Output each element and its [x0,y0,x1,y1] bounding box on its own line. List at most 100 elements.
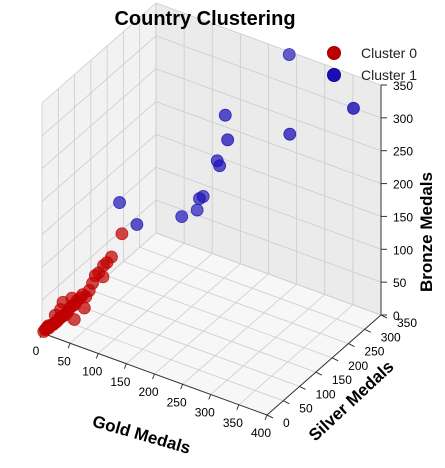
y-tick-mark [315,371,323,376]
grid-line-z-back [155,68,382,152]
data-point-cluster-1 [113,196,126,209]
grid-line-z-side [41,2,157,104]
grid-line-z-back [155,166,382,250]
data-point-cluster-0 [46,318,60,331]
grid-line-y-floor [58,318,284,402]
x-tick-label: 350 [223,416,243,430]
grid-line-z-side [41,101,157,202]
x-tick-label: 0 [33,344,40,358]
tick-labels: 0501001502002503003504000501001502002503… [33,79,418,440]
data-point-cluster-1 [218,108,232,122]
x-tick-mark [180,384,184,390]
x-tick-label: 200 [138,385,158,399]
grid-line-x-floor [97,253,213,354]
x-tick-mark [208,394,212,400]
y-tick-mark [331,357,339,362]
z-tick-label: 100 [393,243,413,257]
legend-marker-cluster-1 [327,68,341,82]
y-tick-label: 300 [381,330,401,344]
x-tick-label: 150 [110,375,130,389]
grid-line-z-back [155,232,382,316]
grid-line-z-side [41,199,157,301]
data-point-cluster-1 [347,101,360,115]
data-points [37,48,360,338]
x-axis-label: Gold Medals [90,412,192,458]
data-point-cluster-1 [193,192,206,205]
x-tick-mark [236,404,240,410]
grid-line-x-floor [69,242,185,344]
grid-line-y-floor [107,275,333,359]
legend: Cluster 0 Cluster 1 [327,45,417,83]
z-tick-label: 0 [393,309,400,323]
y-tick-mark [364,328,371,333]
data-point-cluster-0 [105,250,118,264]
grid-line-z-back [155,35,382,119]
x-tick-label: 300 [195,406,215,420]
data-point-cluster-1 [190,203,204,217]
grid-line-y-floor [123,261,349,344]
x-tick-mark [264,414,268,421]
grid-line-x-floor [182,283,297,385]
z-tick-label: 50 [393,276,407,290]
grid-line-z-side [41,68,157,170]
x-tick-mark [152,373,155,380]
x-tick-mark [67,343,71,349]
y-tick-label: 100 [316,387,336,401]
grid-line-z-side [41,134,157,235]
data-point-cluster-1 [283,127,297,141]
data-point-cluster-1 [221,133,235,147]
axis-panes [42,3,381,415]
grid-line-z-side [41,166,157,268]
z-tick-label: 300 [393,112,413,126]
y-tick-mark [348,343,355,348]
grid-line-y-floor [74,304,300,387]
grid-line-x-floor [154,273,269,375]
x-tick-label: 400 [251,426,271,440]
data-point-cluster-0 [115,227,129,241]
grid-line-z-side [41,35,157,137]
x-tick-mark [123,363,127,369]
z-tick-label: 150 [393,210,413,224]
y-tick-mark [283,400,290,405]
pane-x-back [42,3,156,333]
x-tick-label: 250 [167,395,187,409]
data-point-cluster-0 [67,313,81,326]
data-point-cluster-0 [77,301,91,315]
y-tick-mark [299,385,306,390]
z-axis-label: Bronze Medals [417,172,436,292]
grid-line-z-back [155,2,382,86]
y-tick-mark [266,414,274,419]
grid-line-y-floor [90,289,316,373]
grid-line-x-floor [126,263,241,365]
grid-line-x-floor [238,304,354,406]
grid-line-z-back [155,101,382,184]
data-point-cluster-1 [175,210,189,224]
data-point-cluster-1 [130,218,144,231]
z-tick-label: 350 [393,79,413,93]
x-tick-mark [95,353,99,359]
legend-marker-cluster-0 [327,46,341,60]
data-point-cluster-0 [92,266,106,280]
chart-title: Country Clustering [114,8,295,30]
z-tick-label: 200 [393,178,413,192]
y-tick-label: 250 [364,345,384,359]
y-axis-line [266,314,382,416]
y-tick-label: 350 [397,316,417,330]
grid-line-x-floor [210,294,326,395]
legend-label-cluster-0: Cluster 0 [361,45,417,61]
grid-line-z-back [155,134,382,217]
z-tick-label: 250 [393,145,413,159]
y-tick-label: 0 [283,416,290,430]
x-tick-label: 100 [82,365,102,379]
legend-label-cluster-1: Cluster 1 [361,67,417,83]
grid-line-y-floor [139,246,365,330]
y-tick-label: 200 [348,359,368,373]
data-point-cluster-1 [282,48,296,61]
y-tick-label: 150 [332,373,352,387]
y-tick-label: 50 [299,402,313,416]
x-tick-label: 50 [57,354,71,368]
data-point-cluster-0 [76,288,90,302]
data-point-cluster-1 [213,159,227,173]
